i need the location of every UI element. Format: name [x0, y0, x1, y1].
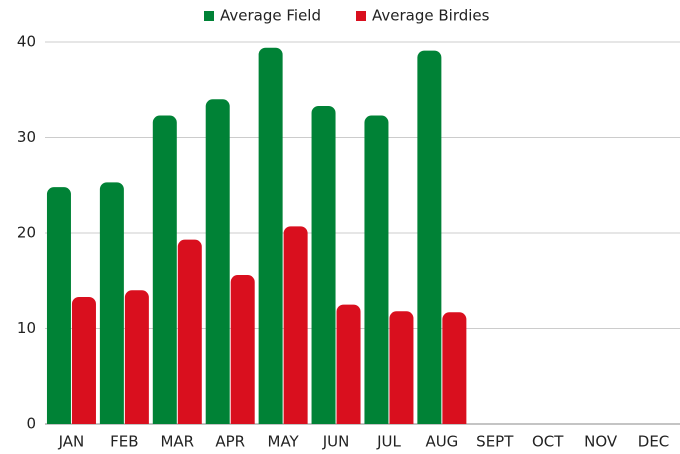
bar	[46, 187, 71, 424]
y-tick-label: 10	[17, 319, 36, 337]
bar	[442, 312, 467, 424]
legend-label: Average Birdies	[372, 7, 490, 25]
legend-label: Average Field	[220, 7, 321, 25]
bar	[230, 275, 255, 424]
x-tick-label: SEPT	[476, 433, 514, 451]
y-tick-label: 30	[17, 128, 36, 146]
y-tick-label: 0	[26, 415, 36, 433]
bar	[389, 311, 414, 424]
bar	[417, 50, 442, 424]
bar	[311, 105, 336, 425]
bar	[71, 296, 96, 424]
legend-swatch	[356, 11, 366, 21]
x-tick-label: AUG	[425, 433, 458, 451]
bar	[258, 47, 283, 424]
x-tick-label: APR	[215, 433, 245, 451]
x-tick-label: JAN	[58, 433, 85, 451]
bar	[152, 115, 177, 424]
y-tick-label: 40	[17, 33, 36, 51]
x-tick-label: OCT	[532, 433, 564, 451]
x-tick-label: DEC	[638, 433, 670, 451]
bar	[283, 226, 308, 424]
bar	[99, 182, 124, 424]
x-tick-label: NOV	[584, 433, 618, 451]
bar	[205, 99, 230, 425]
legend-swatch	[204, 11, 214, 21]
x-tick-label: JUN	[322, 433, 350, 451]
x-tick-label: FEB	[110, 433, 138, 451]
bar	[124, 290, 149, 424]
y-tick-label: 20	[17, 224, 36, 242]
x-tick-label: JUL	[376, 433, 401, 451]
x-tick-label: MAR	[160, 433, 194, 451]
x-tick-label: MAY	[268, 433, 300, 451]
bar	[177, 239, 202, 424]
bar	[336, 304, 361, 424]
bar	[364, 115, 389, 424]
